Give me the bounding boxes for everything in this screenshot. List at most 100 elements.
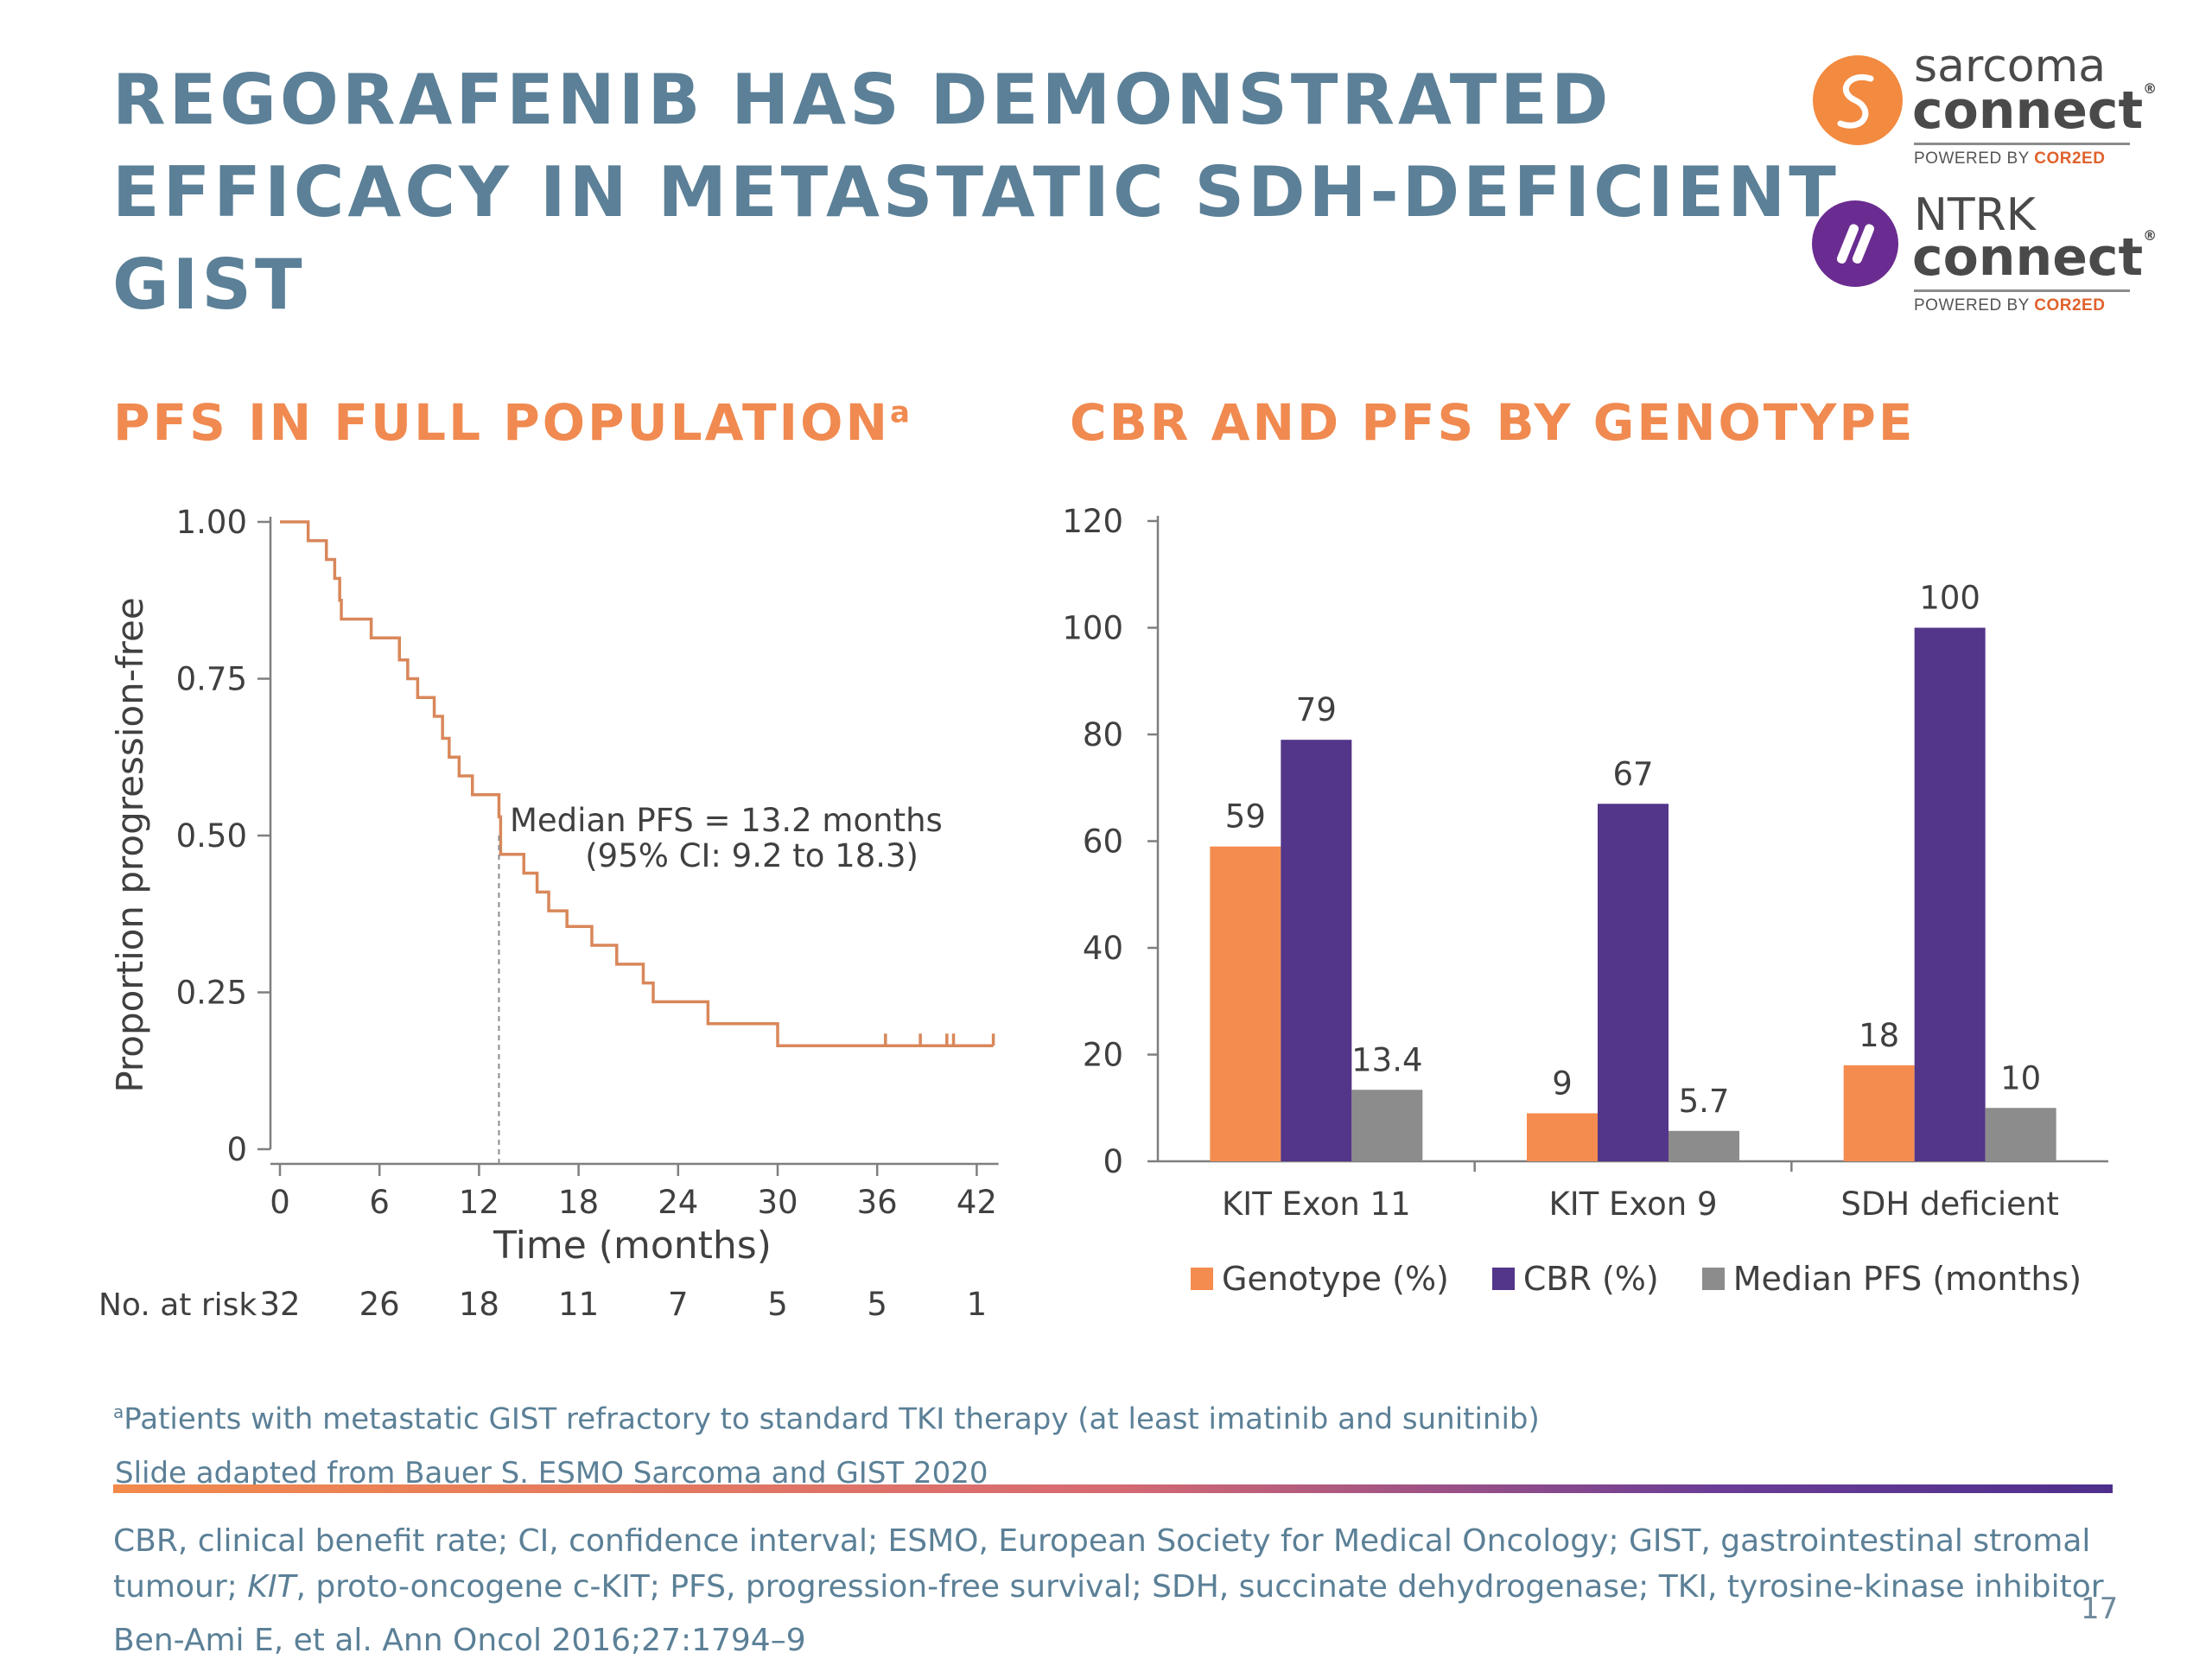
km-x-tick-label: 24: [658, 1184, 698, 1221]
sarcoma-connect-text: connect: [1912, 80, 2144, 141]
bar-value-label: 5.7: [1679, 1083, 1730, 1120]
km-x-tick-label: 6: [369, 1184, 390, 1221]
left-subtitle: PFS IN FULL POPULATIONa: [113, 393, 910, 452]
bar-y-tick-label: 80: [1083, 716, 1123, 753]
bar-category-label: KIT Exon 9: [1548, 1185, 1717, 1223]
ntrk-chromosome-icon: [1812, 200, 1898, 287]
bar-y-tick-label: 20: [1083, 1037, 1123, 1074]
bar-y-tick-label: 100: [1063, 610, 1123, 647]
ntrk-connect-word: connect®: [1912, 227, 2157, 288]
km-risk-table: 32 26 18 11 7 5 5 1: [259, 1286, 987, 1323]
reference: Ben-Ami E, et al. Ann Oncol 2016;27:1794…: [113, 1623, 806, 1658]
bar-value-label: 18: [1859, 1017, 1899, 1054]
km-risk-count: 5: [767, 1286, 788, 1323]
legend-item-cbr: CBR (%): [1491, 1260, 1659, 1298]
bar-median-pfs: [1351, 1090, 1423, 1161]
km-x-tick-label: 42: [957, 1184, 997, 1221]
sarcoma-powered-prefix: POWERED BY: [1914, 149, 2035, 168]
legend-item-median-pfs: Median PFS (months): [1701, 1260, 2082, 1298]
sarcoma-connect-word: connect®: [1912, 80, 2157, 141]
legend-swatch-genotype: [1191, 1268, 1213, 1290]
km-x-tick-label: 0: [270, 1184, 290, 1221]
km-risk-label: No. at risk: [99, 1287, 257, 1323]
bar-cbr: [1598, 804, 1669, 1161]
km-x-tick-label: 30: [757, 1184, 798, 1221]
bar-value-label: 10: [2000, 1059, 2041, 1096]
footnote-a: aPatients with metastatic GIST refractor…: [113, 1402, 1540, 1436]
km-x-tick-label: 12: [459, 1184, 499, 1221]
footnote-a-text: Patients with metastatic GIST refractory…: [124, 1402, 1540, 1437]
km-median-label-line1: Median PFS = 13.2 months: [510, 802, 943, 839]
bar-value-label: 100: [1919, 580, 1980, 617]
km-y-tick-label: 0.25: [176, 975, 247, 1012]
title-line-2: EFFICACY IN METASTATIC SDH-DEFICIENT: [112, 152, 1840, 232]
km-risk-count: 32: [259, 1286, 300, 1323]
sarcoma-swirl-icon: [1813, 55, 1903, 145]
km-x-tick-label: 18: [558, 1184, 599, 1221]
bar-genotype: [1527, 1113, 1598, 1161]
bar-genotype: [1843, 1065, 1915, 1161]
bar-chart: 0 20 40 60 80 100 120 KIT Exon 11 KIT Exon 9 SDH …: [1063, 503, 2108, 1223]
sarcoma-reg-mark: ®: [2143, 80, 2158, 97]
bar-y-tick-label: 0: [1103, 1143, 1123, 1180]
km-y-tick-label: 0.75: [176, 661, 247, 698]
legend-swatch-cbr: [1491, 1268, 1515, 1290]
ntrk-powered-prefix: POWERED BY: [1914, 296, 2035, 315]
ntrk-rule: [1914, 289, 2130, 292]
legend-label-median-pfs: Median PFS (months): [1732, 1260, 2082, 1298]
bar-category-label: SDH deficient: [1840, 1185, 2058, 1223]
page-title: REGORAFENIB HAS DEMONSTRATED EFFICACY IN…: [112, 54, 1840, 331]
footnote-a-sup: a: [113, 1402, 124, 1422]
bar-marks: 59 79 13.4 9 67 5.7 18 100 10: [1210, 580, 2056, 1161]
km-survival-line: [280, 520, 994, 1047]
bar-value-label: 9: [1552, 1065, 1573, 1102]
km-risk-count: 18: [459, 1286, 499, 1323]
ntrk-connect-text: connect: [1912, 227, 2144, 288]
bar-value-label: 79: [1296, 691, 1337, 728]
bar-genotype: [1210, 846, 1281, 1161]
bar-median-pfs: [1985, 1108, 2056, 1161]
km-y-tick-label: 0.50: [176, 817, 247, 855]
bar-cbr: [1914, 627, 1986, 1161]
km-risk-count: 7: [668, 1286, 689, 1323]
legend-swatch-median-pfs: [1701, 1268, 1725, 1290]
left-subtitle-text: PFS IN FULL POPULATION: [113, 393, 890, 452]
abbreviations-line-2: tumour; KIT, proto-oncogene c-KIT; PFS, …: [113, 1569, 2104, 1605]
bar-cbr: [1281, 740, 1352, 1161]
bar-median-pfs: [1669, 1130, 1739, 1161]
legend-label-cbr: CBR (%): [1522, 1260, 1659, 1298]
right-subtitle: CBR AND PFS BY GENOTYPE: [1070, 393, 1916, 452]
bar-axes: 0 20 40 60 80 100 120 KIT Exon 11 KIT Exon 9 SDH …: [1063, 503, 2108, 1223]
km-risk-count: 11: [558, 1286, 599, 1323]
bar-value-label: 59: [1225, 798, 1266, 836]
legend-item-genotype: Genotype (%): [1191, 1260, 1449, 1298]
ntrk-powered-brand: COR2ED: [2034, 296, 2106, 315]
km-risk-count: 1: [967, 1286, 988, 1323]
km-axes: 0 0.25 0.50 0.75 1.00 0 6 12 18 24 30 36 42: [176, 504, 999, 1221]
km-curve-group: [280, 520, 995, 1164]
bar-value-label: 13.4: [1351, 1041, 1422, 1078]
bar-category-label: KIT Exon 11: [1222, 1185, 1411, 1223]
bar-legend: Genotype (%) CBR (%) Median PFS (months): [1191, 1260, 2125, 1298]
page-number: 17: [2081, 1592, 2119, 1626]
sarcoma-powered-by: POWERED BY COR2ED: [1914, 149, 2105, 168]
left-subtitle-sup: a: [890, 395, 910, 430]
km-risk-count: 26: [359, 1286, 400, 1323]
km-y-tick-label: 0: [226, 1131, 247, 1168]
bar-y-tick-label: 40: [1083, 930, 1123, 967]
abbreviations-line-1: CBR, clinical benefit rate; CI, confiden…: [113, 1523, 2091, 1559]
km-chart: 0 0.25 0.50 0.75 1.00 0 6 12 18 24 30 36 42 Proporti…: [99, 504, 999, 1323]
km-risk-count: 5: [867, 1286, 887, 1323]
sarcoma-connect-logo: sarcoma connect® POWERED BY COR2ED: [1810, 41, 2157, 177]
km-median-label-line2: (95% CI: 9.2 to 18.3): [585, 837, 918, 874]
abbreviations-line-2-post: , proto-oncogene c-KIT; PFS, progression…: [296, 1569, 2104, 1605]
bar-y-tick-label: 120: [1063, 503, 1123, 540]
bar-y-tick-label: 60: [1083, 823, 1123, 861]
title-line-1: REGORAFENIB HAS DEMONSTRATED: [112, 60, 1612, 140]
ntrk-connect-logo: NTRK connect® POWERED BY COR2ED: [1810, 189, 2157, 324]
title-line-3: GIST: [112, 245, 306, 325]
divider-gradient-bar: [113, 1484, 2113, 1493]
km-x-tick-label: 36: [857, 1184, 898, 1221]
sarcoma-word: sarcoma: [1914, 41, 2107, 92]
abbreviations-kit: KIT: [247, 1569, 296, 1605]
